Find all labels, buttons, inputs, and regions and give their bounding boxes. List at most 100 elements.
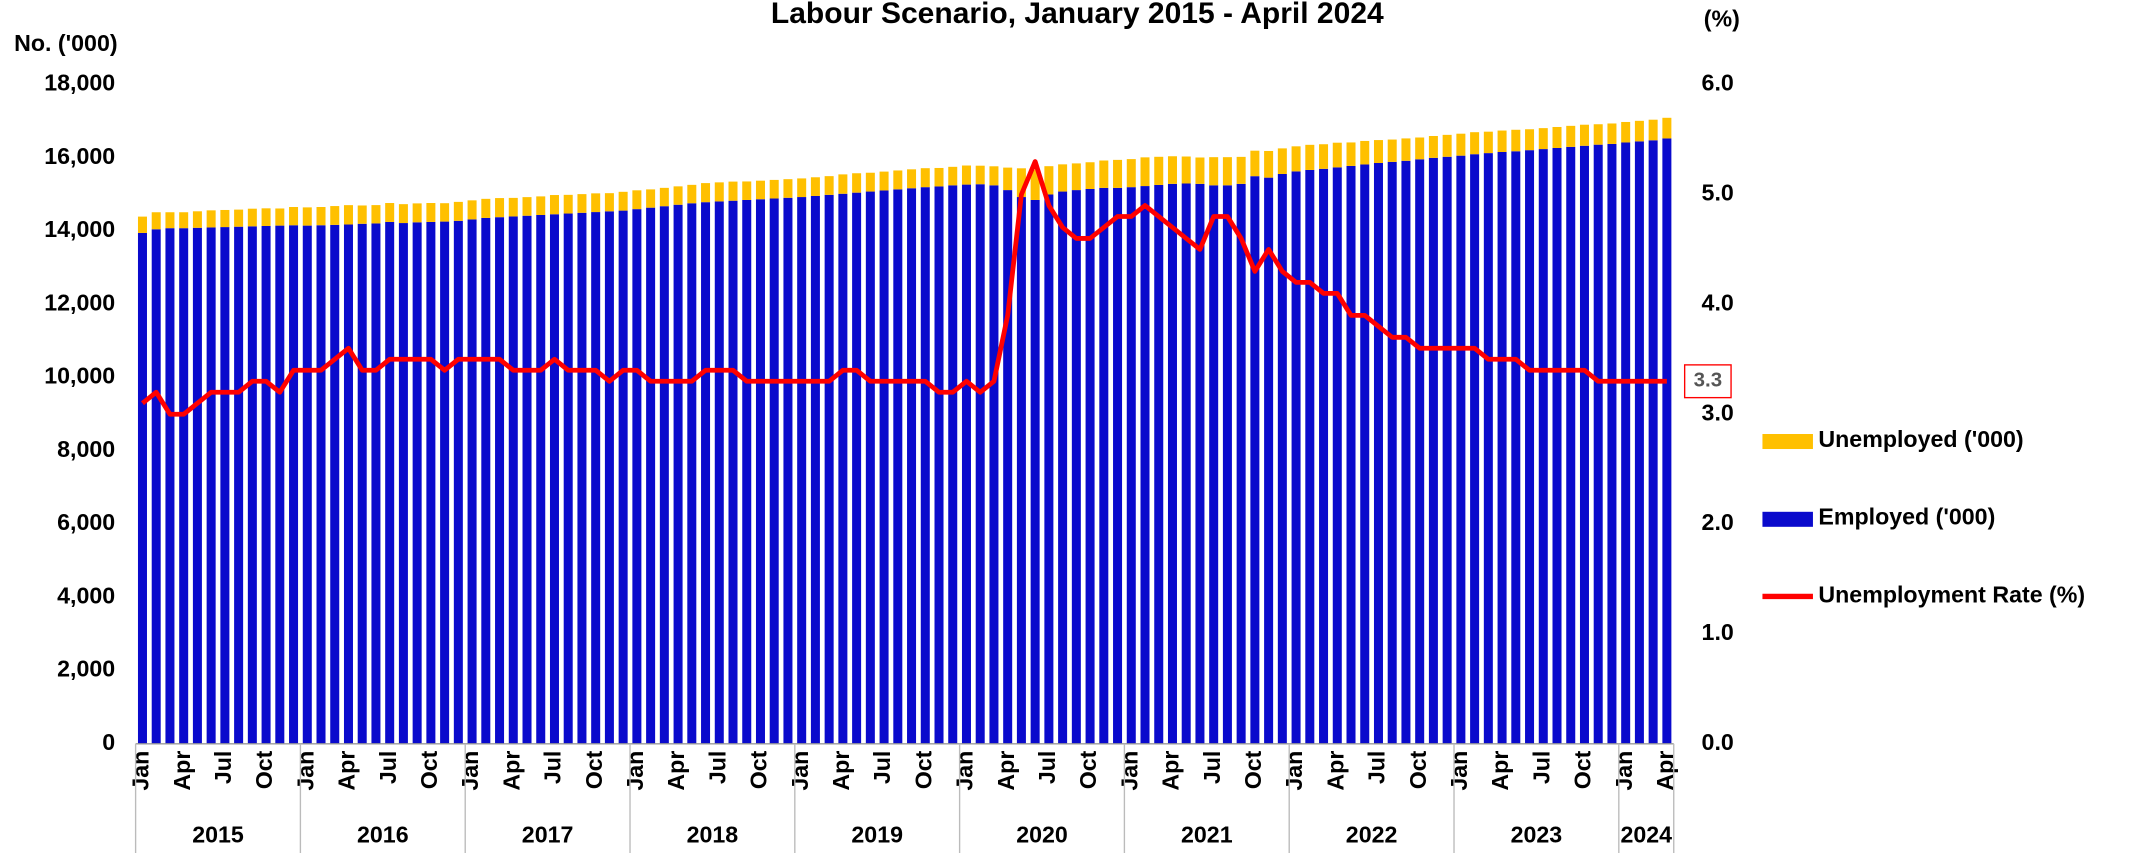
bar-segment xyxy=(563,213,573,744)
bar-segment xyxy=(1593,144,1603,744)
bar-segment xyxy=(1470,154,1480,744)
y2-tick-label: 3.0 xyxy=(1702,399,1734,425)
bar-segment xyxy=(522,197,532,216)
bar-segment xyxy=(467,219,477,744)
x-tick-label: Jan xyxy=(1611,751,1637,791)
x-tick-label: Jul xyxy=(1199,751,1225,785)
bar-segment xyxy=(192,211,202,228)
bar-segment xyxy=(701,183,711,203)
bar-segment xyxy=(714,182,724,202)
bar-segment xyxy=(165,212,175,229)
bar-segment xyxy=(536,214,546,744)
bar-segment xyxy=(1360,140,1370,165)
x-tick-label: Oct xyxy=(1405,750,1431,789)
x-tick-label: Jul xyxy=(1034,751,1060,785)
bar-segment xyxy=(604,211,614,744)
bar-segment xyxy=(604,193,614,212)
bar-segment xyxy=(453,220,463,744)
bar-segment xyxy=(1634,120,1644,142)
bar-segment xyxy=(1607,143,1617,744)
x-tick-label: Apr xyxy=(1322,751,1348,791)
bar-segment xyxy=(508,216,518,744)
bar-segment xyxy=(646,189,656,208)
bar-segment xyxy=(1058,164,1068,192)
x-tick-label: Apr xyxy=(1487,751,1513,791)
x-tick-label: Jul xyxy=(1528,751,1554,785)
bar-segment xyxy=(1319,144,1329,169)
bar-segment xyxy=(1648,119,1658,141)
x-tick-label: Jul xyxy=(1364,751,1390,785)
bar-segment xyxy=(1593,124,1603,145)
year-label: 2018 xyxy=(687,822,739,848)
bar-segment xyxy=(810,177,820,196)
bar-segment xyxy=(1264,150,1274,178)
bar-segment xyxy=(1140,157,1150,187)
bar-segment xyxy=(852,192,862,744)
bar-segment xyxy=(673,186,683,205)
bar-segment xyxy=(755,180,765,200)
x-tick-label: Apr xyxy=(498,751,524,791)
bar-segment xyxy=(907,169,917,189)
bar-segment xyxy=(783,197,793,744)
bar-segment xyxy=(1456,133,1466,156)
bar-segment xyxy=(261,208,271,226)
x-tick-label: Oct xyxy=(1075,750,1101,789)
y2-axis-label: (%) xyxy=(1704,6,1740,32)
bar-segment xyxy=(1209,157,1219,186)
bar-segment xyxy=(343,205,353,225)
bar-segment xyxy=(1250,176,1260,744)
bar-segment xyxy=(1387,161,1397,744)
year-label: 2016 xyxy=(357,822,409,848)
data-label: 3.3 xyxy=(1694,369,1722,392)
bar-segment xyxy=(824,176,834,195)
x-tick-label: Jan xyxy=(457,751,483,791)
year-label: 2022 xyxy=(1346,822,1398,848)
legend-label: Unemployment Rate (%) xyxy=(1818,582,2085,608)
bar-segment xyxy=(646,207,656,744)
y-tick-label: 10,000 xyxy=(44,363,115,389)
x-tick-label: Jan xyxy=(952,751,978,791)
bar-segment xyxy=(1277,148,1287,174)
bar-segment xyxy=(1044,194,1054,744)
bar-segment xyxy=(289,225,299,744)
bar-segment xyxy=(632,209,642,744)
bar-segment xyxy=(1181,156,1191,184)
bar-segment xyxy=(508,197,518,217)
bar-segment xyxy=(755,199,765,744)
bar-segment xyxy=(618,191,628,211)
x-tick-label: Jan xyxy=(128,751,154,791)
chart-title: Labour Scenario, January 2015 - April 20… xyxy=(771,0,1384,30)
bar-segment xyxy=(440,221,450,744)
bar-segment xyxy=(1264,177,1274,744)
x-tick-label: Apr xyxy=(828,751,854,791)
bar-segment xyxy=(275,225,285,744)
bar-segment xyxy=(1154,184,1164,744)
bar-segment xyxy=(1552,126,1562,148)
bar-segment xyxy=(810,195,820,744)
bar-segment xyxy=(1332,142,1342,168)
bar-segment xyxy=(687,203,697,744)
bar-segment xyxy=(591,193,601,213)
bar-segment xyxy=(1277,173,1287,744)
bar-segment xyxy=(1579,145,1589,744)
bar-segment xyxy=(247,226,257,744)
bar-segment xyxy=(151,229,161,744)
bar-segment xyxy=(1360,164,1370,744)
bar-segment xyxy=(673,204,683,744)
bar-segment xyxy=(1470,132,1480,155)
bar-segment xyxy=(1415,137,1425,160)
x-tick-label: Jul xyxy=(540,751,566,785)
bar-segment xyxy=(1236,156,1246,184)
bar-segment xyxy=(289,207,299,226)
bar-segment xyxy=(1511,129,1521,152)
bar-segment xyxy=(1030,169,1040,200)
bar-segment xyxy=(275,208,285,226)
y-tick-label: 8,000 xyxy=(57,436,115,462)
x-tick-label: Apr xyxy=(993,751,1019,791)
bar-segment xyxy=(1030,199,1040,744)
bar-segment xyxy=(1016,168,1026,198)
bar-segment xyxy=(975,165,985,185)
bar-segment xyxy=(440,203,450,222)
bar-segment xyxy=(1525,150,1535,744)
